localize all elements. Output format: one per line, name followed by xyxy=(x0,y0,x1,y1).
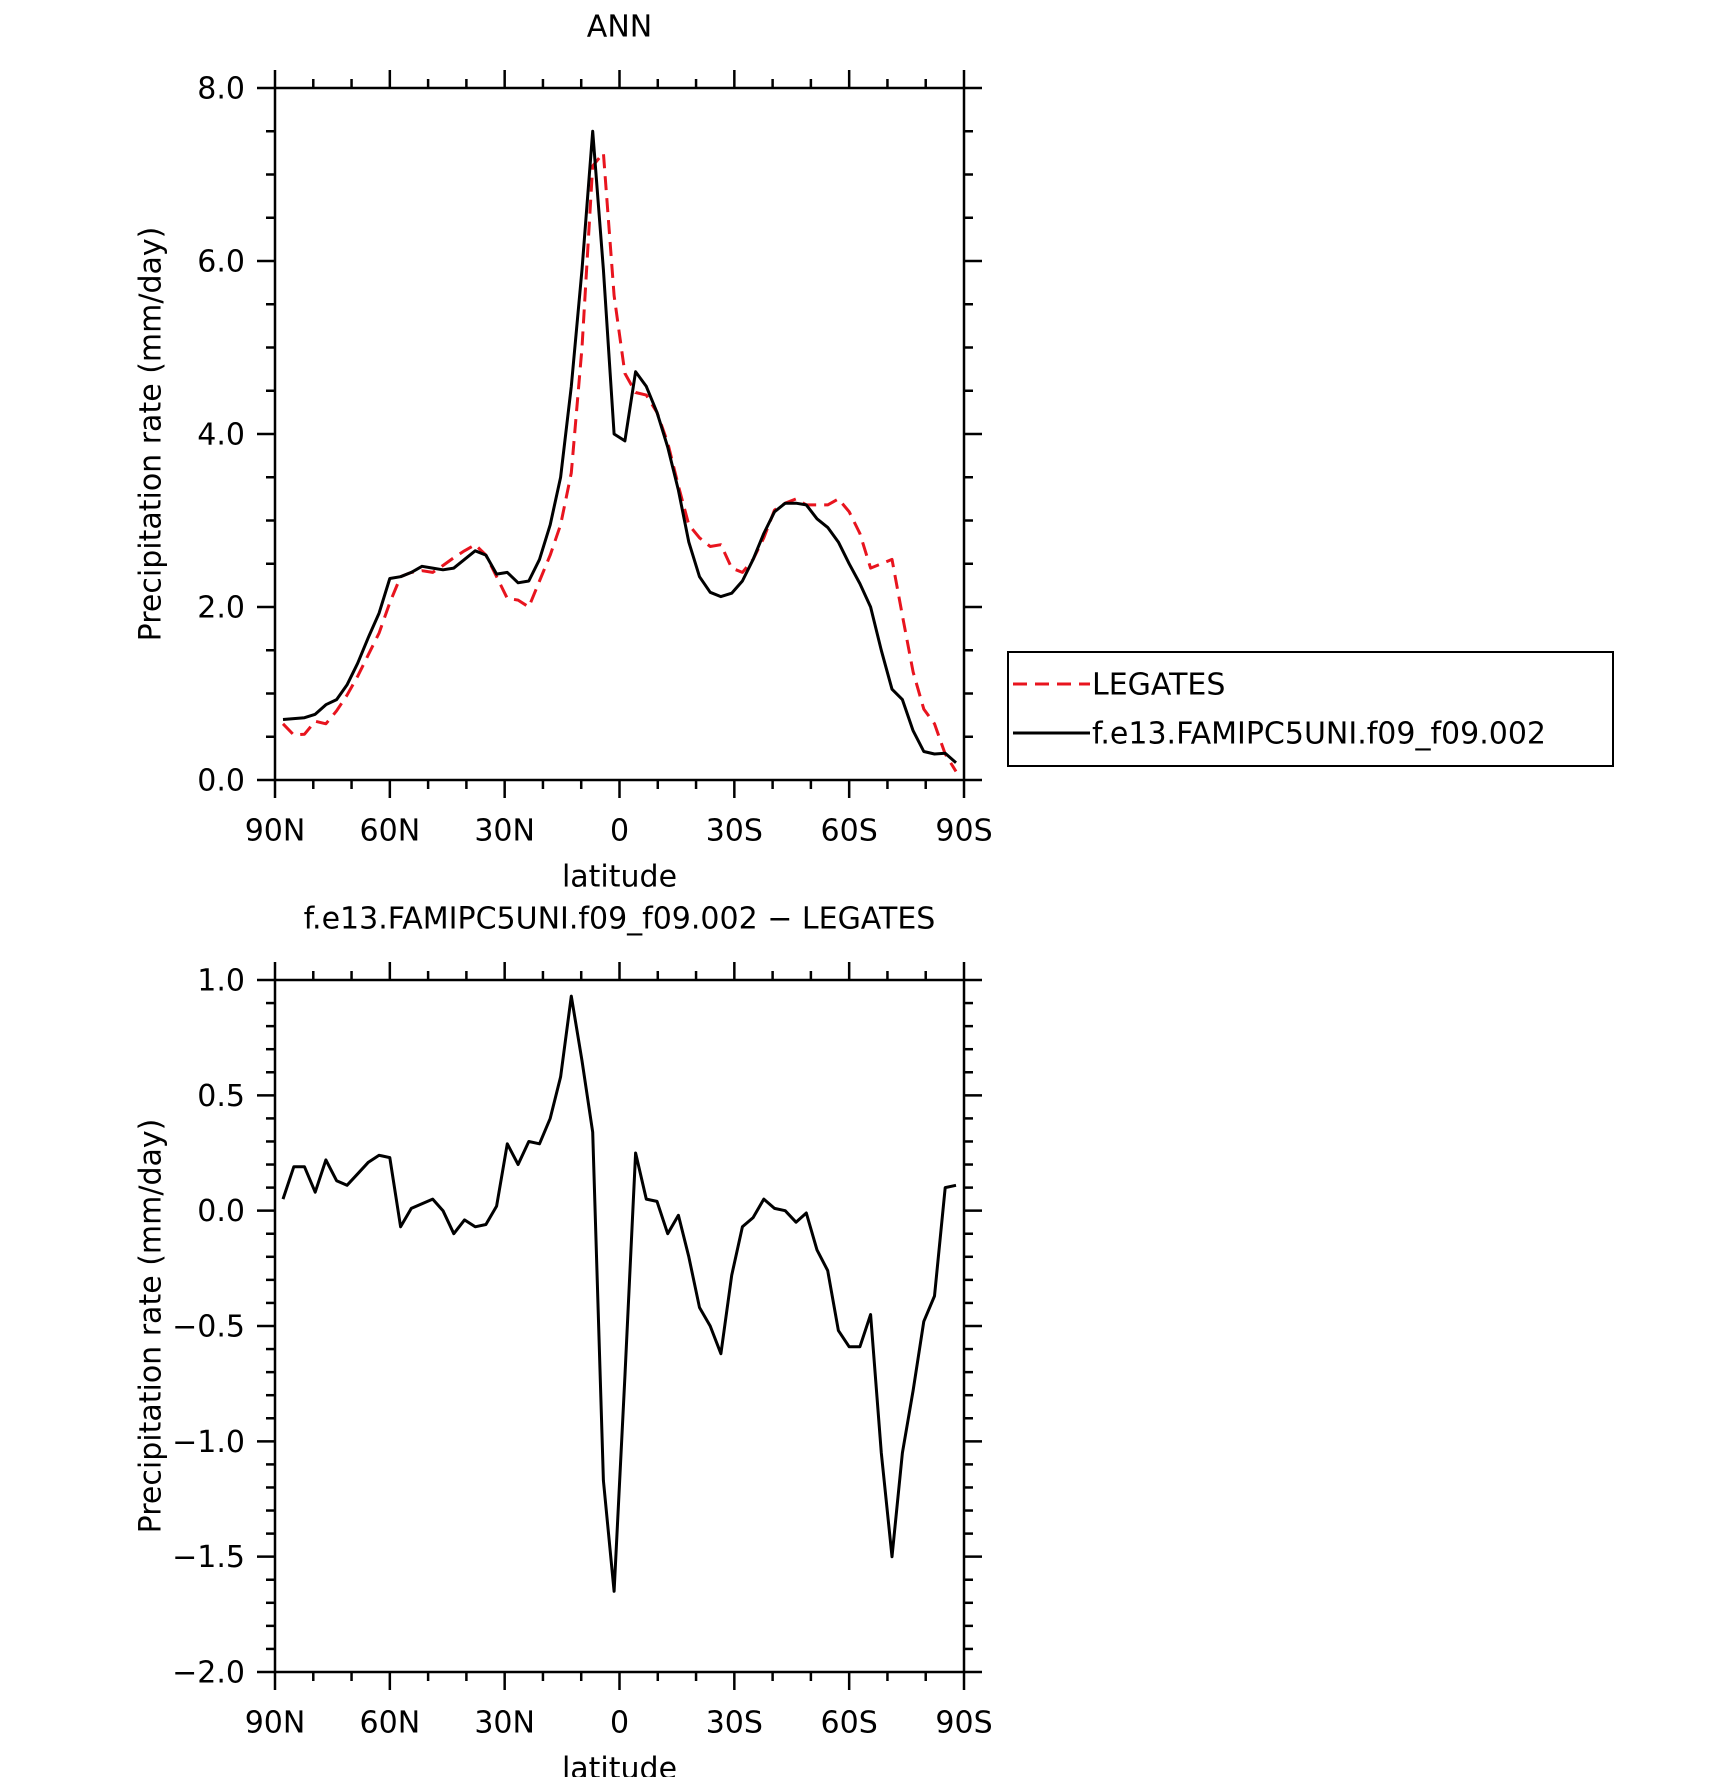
plot-frame xyxy=(273,86,966,782)
y-tick-label: −2.0 xyxy=(172,1656,245,1691)
y-tick-label: 1.0 xyxy=(197,964,245,999)
x-tick-label: 60S xyxy=(821,814,878,849)
chart-title: f.e13.FAMIPC5UNI.f09_f09.002 − LEGATES xyxy=(304,902,936,937)
legend-label: LEGATES xyxy=(1092,668,1225,703)
x-tick-label: 0 xyxy=(610,1706,629,1741)
x-tick-label: 30N xyxy=(474,814,535,849)
x-tick-label: 60N xyxy=(360,814,421,849)
plot-frame xyxy=(273,978,966,1674)
x-tick-label: 90S xyxy=(935,1706,992,1741)
y-tick-label: −0.5 xyxy=(172,1310,245,1345)
x-tick-label: 30S xyxy=(706,1706,763,1741)
legend-box xyxy=(1007,651,1614,767)
y-tick-label: −1.5 xyxy=(172,1540,245,1575)
x-tick-label: 90N xyxy=(245,814,306,849)
y-tick-label: 4.0 xyxy=(197,418,245,453)
x-axis-label: latitude xyxy=(562,1752,677,1777)
chart-title: ANN xyxy=(587,10,652,45)
y-tick-label: 0.5 xyxy=(197,1079,245,1114)
y-tick-label: 0.0 xyxy=(197,764,245,799)
x-tick-label: 30N xyxy=(474,1706,535,1741)
x-tick-label: 90N xyxy=(245,1706,306,1741)
data-line xyxy=(282,129,957,764)
y-tick-label: 0.0 xyxy=(197,1194,245,1229)
y-tick-label: 6.0 xyxy=(197,245,245,280)
data-line xyxy=(281,994,957,1593)
legend-label: f.e13.FAMIPC5UNI.f09_f09.002 xyxy=(1092,717,1546,752)
x-tick-label: 30S xyxy=(706,814,763,849)
x-tick-label: 90S xyxy=(935,814,992,849)
y-axis-label: Precipitation rate (mm/day) xyxy=(134,227,169,642)
y-tick-label: −1.0 xyxy=(172,1425,245,1460)
x-tick-label: 60N xyxy=(360,1706,421,1741)
y-tick-label: 2.0 xyxy=(197,591,245,626)
x-tick-label: 0 xyxy=(610,814,629,849)
y-tick-label: 8.0 xyxy=(197,72,245,107)
data-line xyxy=(281,151,958,773)
x-tick-label: 60S xyxy=(821,1706,878,1741)
y-axis-label: Precipitation rate (mm/day) xyxy=(134,1119,169,1534)
x-axis-label: latitude xyxy=(562,860,677,895)
